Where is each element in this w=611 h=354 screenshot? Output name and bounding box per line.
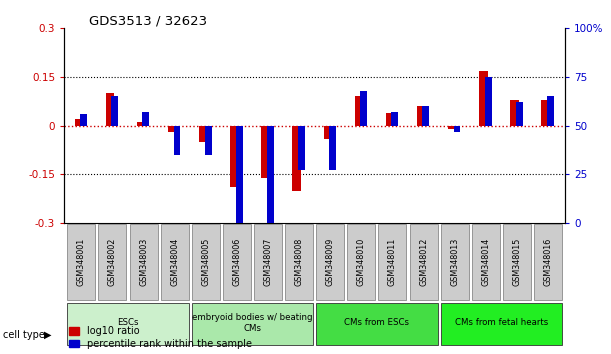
Bar <box>547 96 554 126</box>
Text: GSM348014: GSM348014 <box>481 238 490 286</box>
FancyBboxPatch shape <box>316 303 437 344</box>
Bar <box>262 126 270 178</box>
Text: GSM348013: GSM348013 <box>450 238 459 286</box>
Bar <box>142 112 149 126</box>
FancyBboxPatch shape <box>254 224 282 300</box>
Bar <box>453 126 461 131</box>
Text: GSM348009: GSM348009 <box>326 238 335 286</box>
Bar <box>75 119 83 126</box>
Text: GSM348016: GSM348016 <box>544 238 552 286</box>
Bar <box>324 126 332 139</box>
Bar <box>199 126 208 142</box>
FancyBboxPatch shape <box>503 224 531 300</box>
Bar <box>298 126 305 170</box>
Bar <box>448 126 457 129</box>
Text: GSM348006: GSM348006 <box>232 238 241 286</box>
Bar <box>422 106 430 126</box>
Text: GSM348003: GSM348003 <box>139 238 148 286</box>
FancyBboxPatch shape <box>192 224 220 300</box>
FancyBboxPatch shape <box>472 224 500 300</box>
Text: ESCs: ESCs <box>117 319 139 327</box>
Bar <box>230 126 239 187</box>
Text: GSM348007: GSM348007 <box>263 238 273 286</box>
Bar <box>510 100 519 126</box>
FancyBboxPatch shape <box>441 303 562 344</box>
FancyBboxPatch shape <box>67 303 189 344</box>
Bar <box>354 96 364 126</box>
Text: CMs from ESCs: CMs from ESCs <box>345 319 409 327</box>
Bar <box>485 77 492 126</box>
FancyBboxPatch shape <box>441 224 469 300</box>
FancyBboxPatch shape <box>534 224 562 300</box>
Bar <box>106 93 114 126</box>
Bar <box>329 126 336 170</box>
Text: GSM348002: GSM348002 <box>108 238 117 286</box>
Bar <box>174 126 180 155</box>
Bar <box>360 91 367 126</box>
Bar <box>516 102 522 126</box>
FancyBboxPatch shape <box>316 224 344 300</box>
FancyBboxPatch shape <box>347 224 375 300</box>
Bar <box>168 126 177 132</box>
Bar <box>293 126 301 190</box>
Bar <box>137 122 145 126</box>
Bar <box>205 126 211 155</box>
Bar <box>417 106 426 126</box>
Text: GSM348001: GSM348001 <box>77 238 86 286</box>
Text: GSM348008: GSM348008 <box>295 238 304 286</box>
FancyBboxPatch shape <box>192 303 313 344</box>
FancyBboxPatch shape <box>409 224 437 300</box>
Bar <box>386 113 395 126</box>
Text: cell type: cell type <box>3 330 45 339</box>
FancyBboxPatch shape <box>130 224 158 300</box>
Text: CMs from fetal hearts: CMs from fetal hearts <box>455 319 548 327</box>
Text: ▶: ▶ <box>44 330 51 339</box>
FancyBboxPatch shape <box>285 224 313 300</box>
Bar <box>392 112 398 126</box>
Legend: log10 ratio, percentile rank within the sample: log10 ratio, percentile rank within the … <box>69 326 252 349</box>
Text: embryoid bodies w/ beating
CMs: embryoid bodies w/ beating CMs <box>192 313 313 333</box>
FancyBboxPatch shape <box>378 224 406 300</box>
Bar <box>479 70 488 126</box>
FancyBboxPatch shape <box>161 224 189 300</box>
Bar <box>267 126 274 223</box>
Text: GSM348011: GSM348011 <box>388 238 397 286</box>
FancyBboxPatch shape <box>223 224 251 300</box>
Text: GDS3513 / 32623: GDS3513 / 32623 <box>89 14 207 27</box>
Bar <box>541 100 550 126</box>
Bar <box>111 96 118 126</box>
Bar <box>80 114 87 126</box>
FancyBboxPatch shape <box>67 224 95 300</box>
FancyBboxPatch shape <box>98 224 126 300</box>
Text: GSM348004: GSM348004 <box>170 238 179 286</box>
Text: GSM348010: GSM348010 <box>357 238 366 286</box>
Text: GSM348012: GSM348012 <box>419 238 428 286</box>
Text: GSM348015: GSM348015 <box>513 238 521 286</box>
Bar <box>236 126 243 223</box>
Text: GSM348005: GSM348005 <box>201 238 210 286</box>
